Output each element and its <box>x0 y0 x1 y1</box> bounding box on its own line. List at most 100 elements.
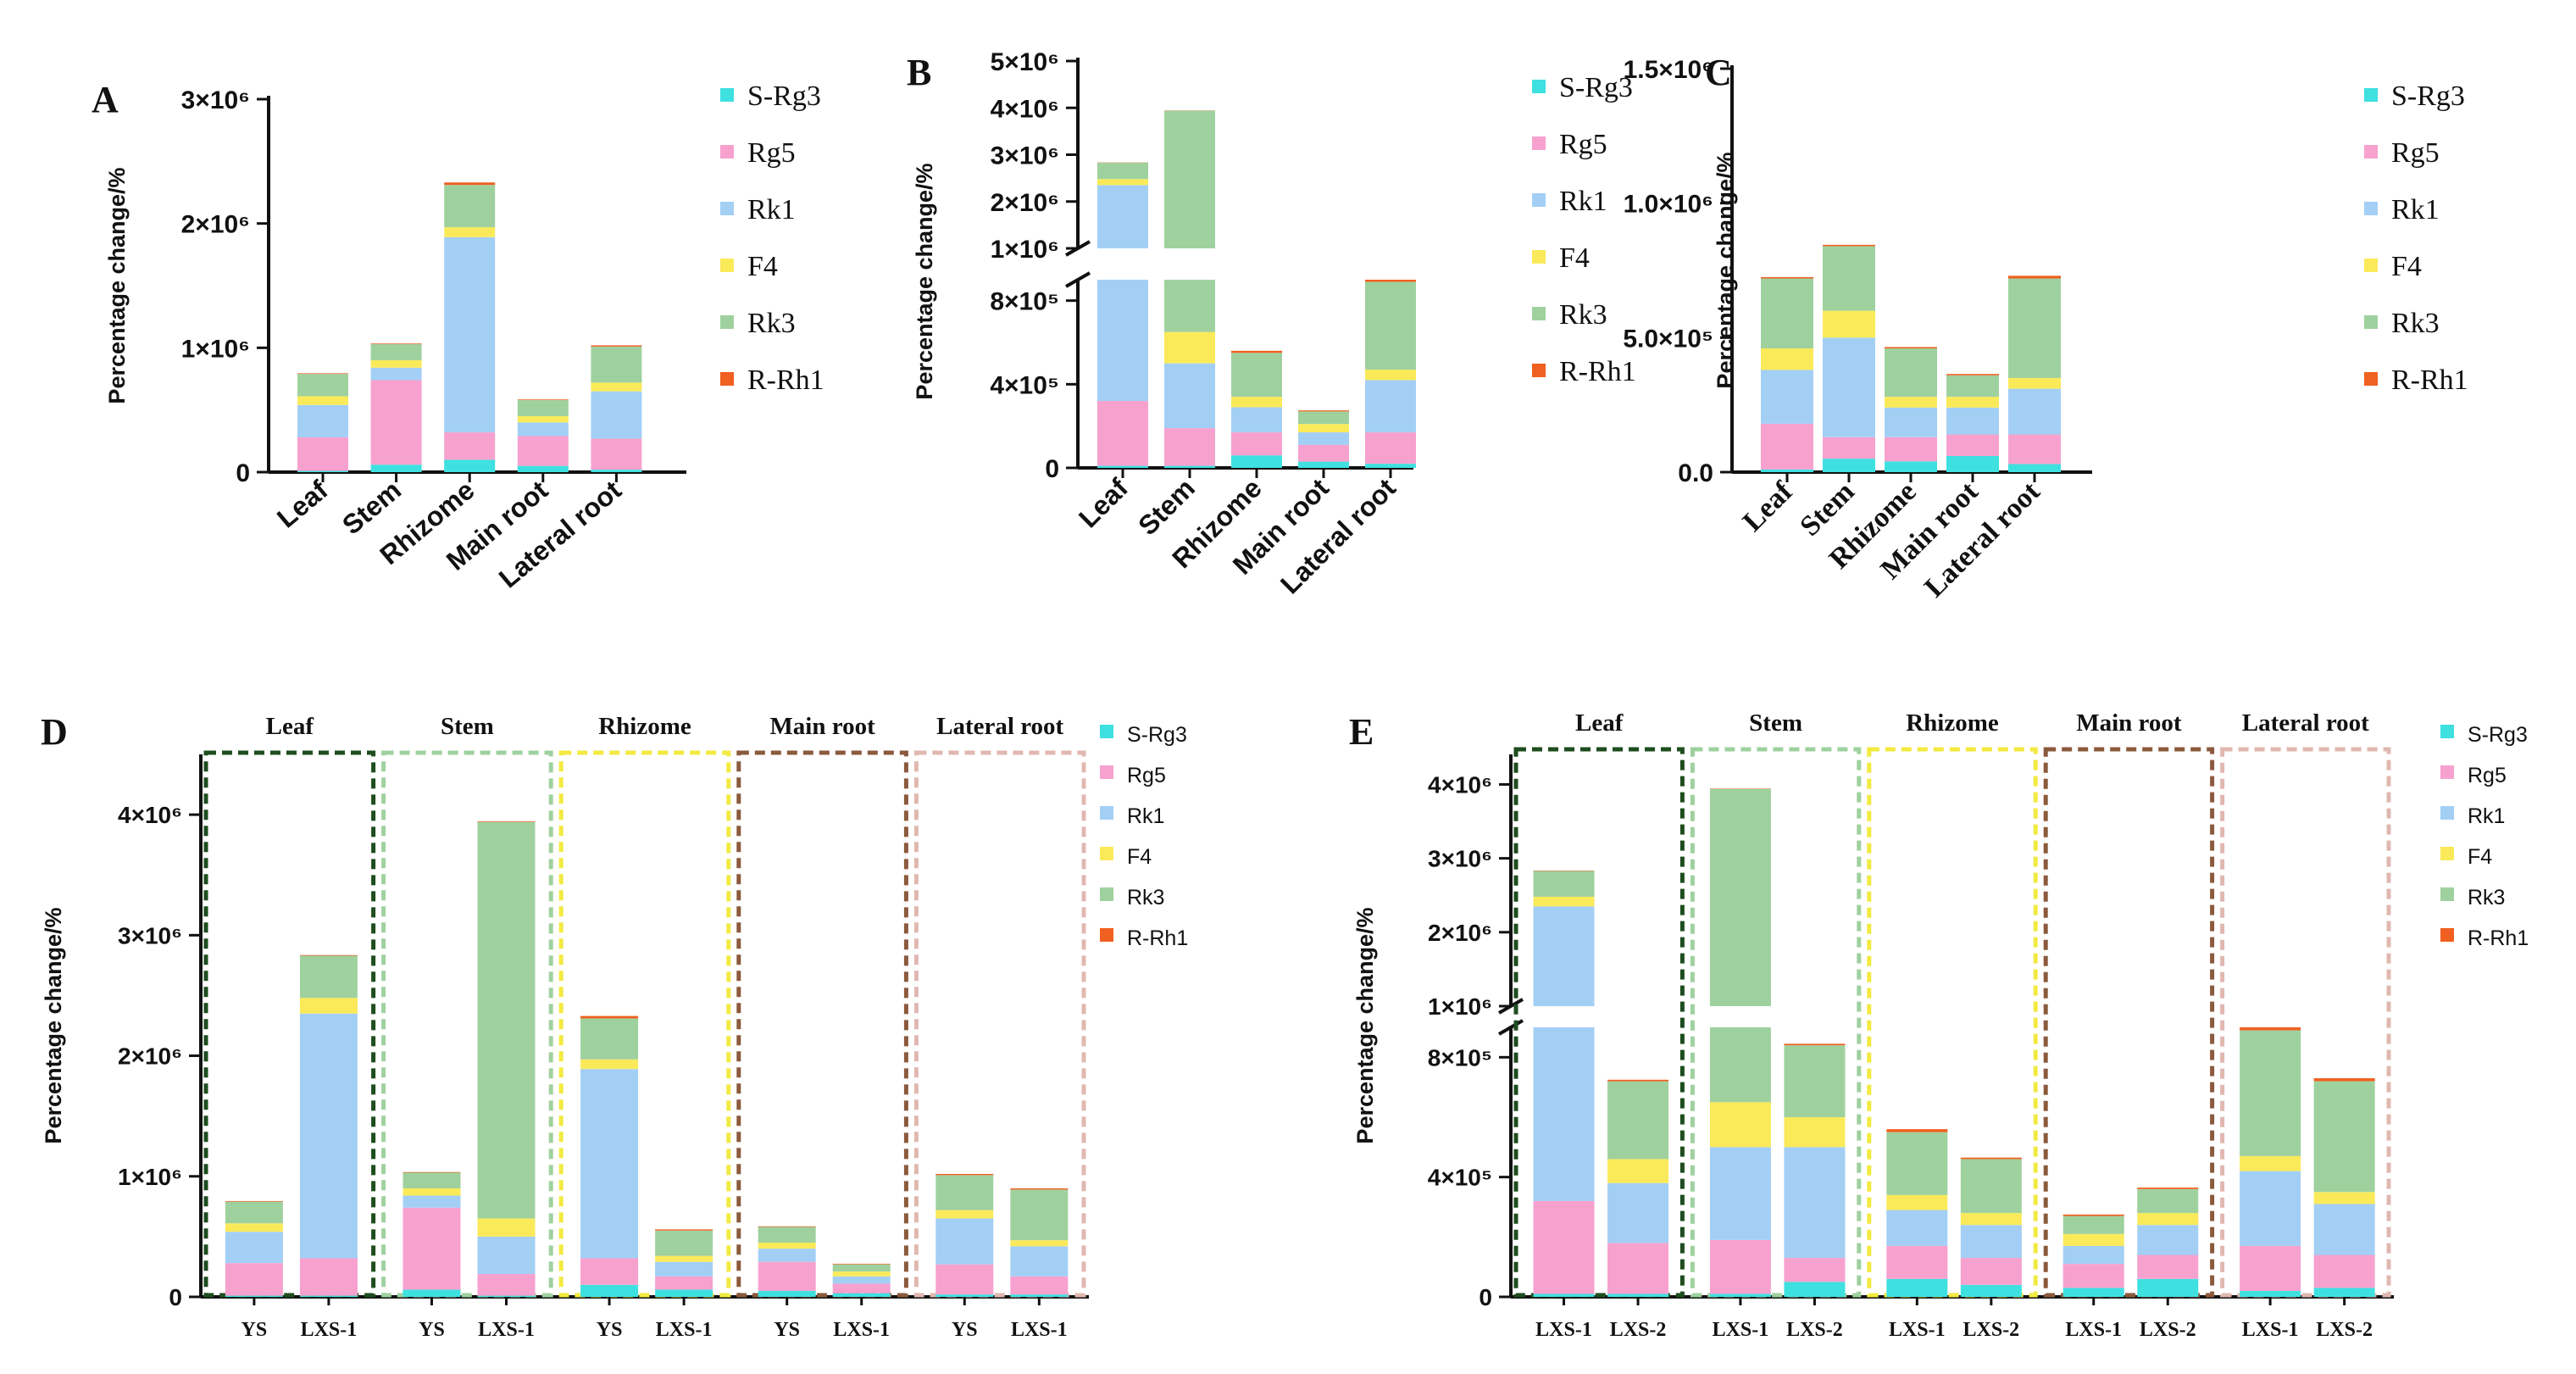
group-box-D-main-root <box>736 750 908 1298</box>
bar-D-4-rg5 <box>580 1258 639 1285</box>
x-category-label-D-1: LXS-1 <box>301 1319 358 1341</box>
bar-D-1-r-rh1 <box>299 954 358 956</box>
legend-label-D-rk3: Rk3 <box>1127 886 1164 910</box>
bar-E-6-rk1 <box>2062 1245 2124 1265</box>
legend-swatch-D-s-rg3 <box>1100 725 1113 738</box>
y-tick-label-E-0: 0 <box>1479 1284 1492 1310</box>
bar-E-9-rg5 <box>2313 1254 2375 1288</box>
group-label-D-lateral-root: Lateral root <box>936 713 1063 740</box>
bar-E-0-rk1 <box>1533 1027 1595 1201</box>
bar-E-1-f4 <box>1607 1159 1669 1183</box>
bar-E-3-s-rg3 <box>1784 1282 1846 1297</box>
bar-D-2-rg5 <box>402 1207 461 1290</box>
y-tick-label-D-1: 1×10⁶ <box>118 1164 182 1190</box>
group-label-E-lateral-root: Lateral root <box>2242 709 2369 737</box>
legend-swatch-A-f4 <box>720 259 734 272</box>
x-category-label-E-4: LXS-1 <box>1889 1319 1946 1341</box>
bar-A-0-rg5 <box>297 437 348 471</box>
bar-C-2-r-rh1 <box>1885 347 1937 349</box>
bar-B-3-rk3 <box>1298 411 1349 425</box>
bar-E-5-s-rg3 <box>1960 1284 2022 1297</box>
bar-D-5-r-rh1 <box>655 1229 713 1231</box>
bar-D-8-s-rg3 <box>935 1294 994 1297</box>
bar-B-0-rk3-upper <box>1097 162 1148 180</box>
bar-D-7-rk3 <box>832 1264 891 1272</box>
legend-swatch-A-rg5 <box>720 145 734 159</box>
bar-E-0-s-rg3 <box>1533 1293 1595 1297</box>
bar-A-0-rk1 <box>297 404 348 437</box>
y-tick-label-B-0: 0 <box>1045 455 1059 483</box>
bar-E-6-rk3 <box>2062 1215 2124 1234</box>
bar-E-4-rg5 <box>1886 1245 1948 1279</box>
bar-E-8-s-rg3 <box>2240 1290 2301 1297</box>
legend-label-A-rk3: Rk3 <box>747 308 796 339</box>
legend-swatch-D-r-rh1 <box>1100 928 1113 942</box>
bar-C-3-r-rh1 <box>1946 374 1999 375</box>
group-box-E-lateral-root <box>2220 747 2391 1298</box>
bar-E-1-r-rh1 <box>1607 1079 1669 1082</box>
bar-B-2-rg5 <box>1231 432 1282 456</box>
y-tick-label-A-2: 2×10⁶ <box>181 211 250 239</box>
bar-D-6-rk1 <box>758 1249 816 1262</box>
legend-swatch-E-rk1 <box>2440 806 2454 820</box>
bar-C-1-rg5 <box>1823 437 1875 459</box>
bar-E-0-rg5 <box>1533 1200 1595 1294</box>
bar-E-7-rg5 <box>2137 1254 2199 1279</box>
x-category-label-D-8: YS <box>952 1319 978 1341</box>
bar-E-7-rk3 <box>2137 1188 2199 1214</box>
bar-A-0-r-rh1 <box>297 373 348 375</box>
group-box-E-rhizome <box>1867 747 2038 1298</box>
bar-E-6-s-rg3 <box>2062 1288 2124 1297</box>
y-tick-label-C-1: 5.0×10⁵ <box>1623 325 1713 353</box>
bar-E-7-s-rg3 <box>2137 1278 2199 1297</box>
bar-E-1-s-rg3 <box>1607 1293 1669 1297</box>
bar-A-4-rk3 <box>591 346 642 383</box>
bar-C-0-rg5 <box>1761 423 1813 470</box>
bar-C-4-s-rg3 <box>2008 464 2061 472</box>
bar-E-5-r-rh1 <box>1960 1157 2022 1160</box>
legend-label-D-f4: F4 <box>1127 845 1152 869</box>
bar-D-7-s-rg3 <box>832 1293 891 1297</box>
y-tick-label-D-3: 3×10⁶ <box>118 922 182 948</box>
legend-label-C-r-rh1: R-Rh1 <box>2391 364 2468 396</box>
bar-A-4-s-rg3 <box>591 470 642 472</box>
bar-B-4-rk1 <box>1365 380 1416 433</box>
bar-E-4-rk1 <box>1886 1210 1948 1246</box>
bar-E-2-rk3 <box>1709 1027 1771 1103</box>
bar-E-4-r-rh1 <box>1886 1129 1948 1132</box>
legend-label-C-f4: F4 <box>2391 251 2422 282</box>
legend-label-B-rk1: Rk1 <box>1559 186 1607 217</box>
bar-E-4-rk3 <box>1886 1132 1948 1195</box>
legend-swatch-C-f4 <box>2364 259 2378 272</box>
bar-A-0-f4 <box>297 396 348 405</box>
bar-D-3-r-rh1 <box>477 821 536 822</box>
legend-swatch-E-f4 <box>2440 847 2454 860</box>
bar-B-3-f4 <box>1298 424 1349 433</box>
bar-B-2-f4 <box>1231 397 1282 408</box>
bar-E-0-rk1-upper <box>1533 906 1595 1006</box>
legend-swatch-B-rg5 <box>1532 136 1546 150</box>
bar-E-9-f4 <box>2313 1192 2375 1204</box>
bar-E-8-rg5 <box>2240 1245 2301 1291</box>
bar-D-8-r-rh1 <box>935 1173 994 1176</box>
bar-E-2-f4 <box>1709 1102 1771 1148</box>
bar-D-7-rk1 <box>832 1276 891 1284</box>
group-label-E-main-root: Main root <box>2076 709 2182 737</box>
legend-label-A-rg5: Rg5 <box>747 137 796 169</box>
bar-C-4-r-rh1 <box>2008 275 2061 279</box>
y-tick-label-B-1: 4×10⁵ <box>990 371 1059 399</box>
bar-E-8-rk1 <box>2240 1171 2301 1246</box>
group-box-D-leaf <box>203 750 376 1298</box>
bar-E-5-rg5 <box>1960 1258 2022 1285</box>
bar-E-2-rk1 <box>1709 1147 1771 1240</box>
legend-label-D-rk1: Rk1 <box>1127 804 1164 828</box>
bar-C-1-s-rg3 <box>1823 459 1875 472</box>
legend-swatch-A-rk3 <box>720 315 734 329</box>
bar-B-2-rk1 <box>1231 407 1282 433</box>
x-category-label-A-0: Leaf <box>271 475 334 534</box>
bar-B-0-rk1 <box>1097 280 1148 402</box>
y-tick-label-E-4: 2×10⁶ <box>1428 920 1492 946</box>
bar-B-2-s-rg3 <box>1231 455 1282 468</box>
bar-B-1-rg5 <box>1164 428 1215 466</box>
y-tick-label-E-6: 4×10⁶ <box>1428 771 1492 798</box>
